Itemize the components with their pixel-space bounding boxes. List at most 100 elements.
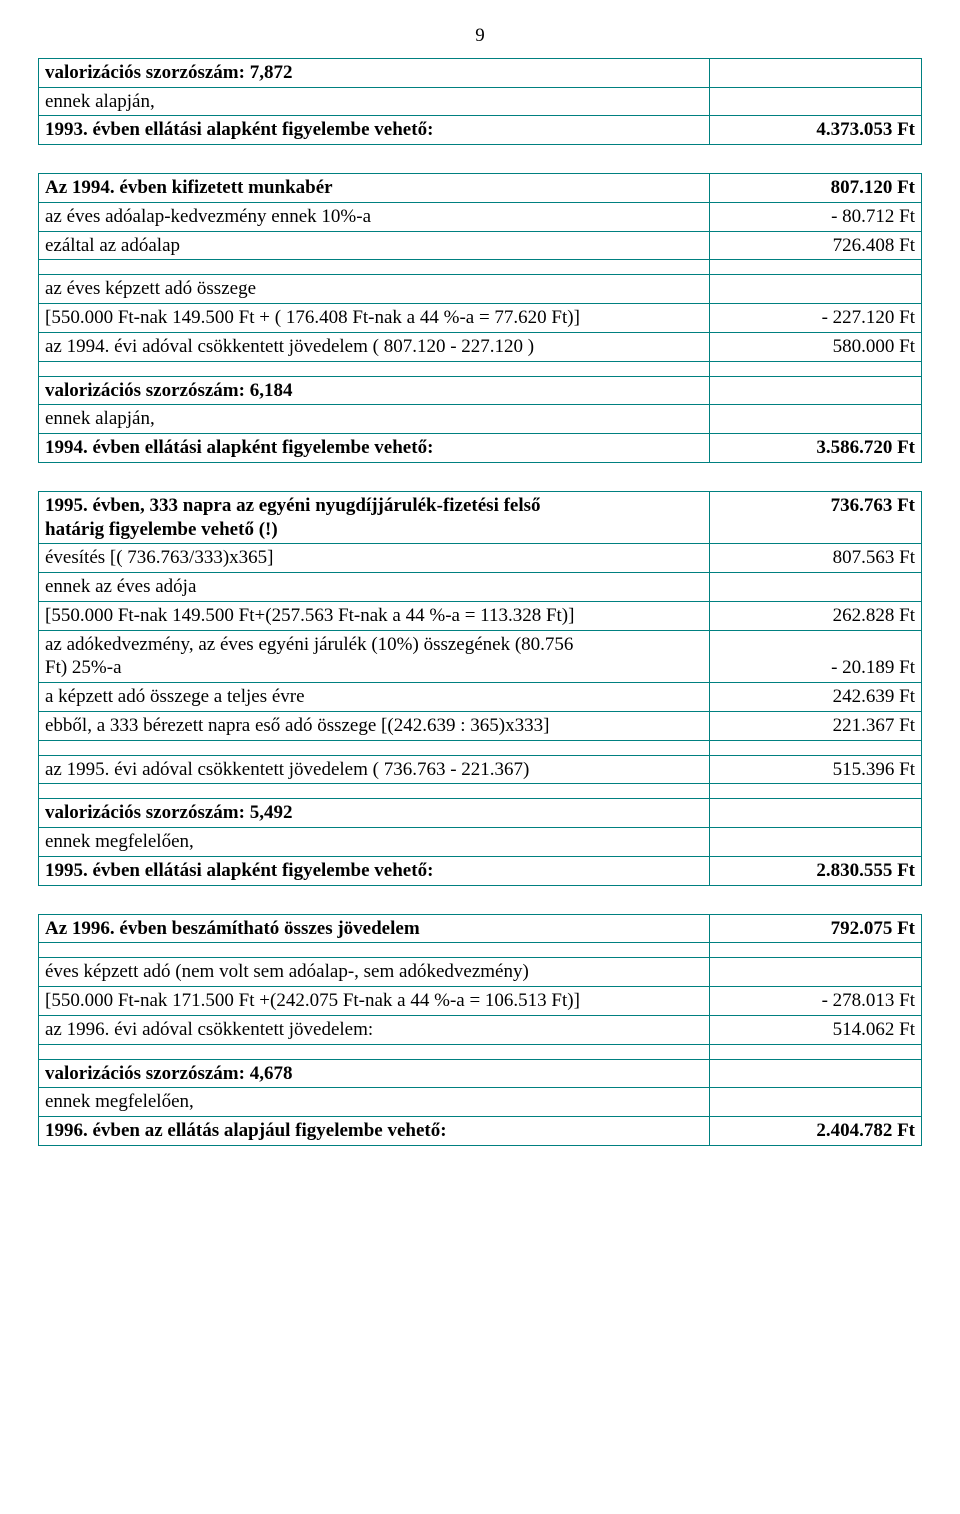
cell-label: az adókedvezmény, az éves egyéni járulék… (39, 630, 710, 683)
cell-label: valorizációs szorzószám: 5,492 (39, 799, 710, 828)
cell-label: valorizációs szorzószám: 7,872 (39, 58, 710, 87)
cell-value: 2.830.555 Ft (710, 856, 922, 885)
cell-label: ebből, a 333 bérezett napra eső adó össz… (39, 711, 710, 740)
page-number: 9 (38, 24, 922, 48)
cell-label: az 1996. évi adóval csökkentett jövedele… (39, 1015, 710, 1044)
cell-value (710, 87, 922, 116)
cell-label: Az 1994. évben kifizetett munkabér (39, 174, 710, 203)
cell-value (710, 58, 922, 87)
table-row: valorizációs szorzószám: 7,872 (39, 58, 922, 87)
table-row: az 1996. évi adóval csökkentett jövedele… (39, 1015, 922, 1044)
table-row: ebből, a 333 bérezett napra eső adó össz… (39, 711, 922, 740)
cell-value (710, 405, 922, 434)
cell-label: 1994. évben ellátási alapként figyelembe… (39, 434, 710, 463)
cell-label: 1995. évben, 333 napra az egyéni nyugdíj… (39, 491, 710, 544)
table-row: évesítés [( 736.763/333)x365] 807.563 Ft (39, 544, 922, 573)
table-row: valorizációs szorzószám: 4,678 (39, 1059, 922, 1088)
table-row: ennek alapján, (39, 405, 922, 434)
table-row: éves képzett adó (nem volt sem adóalap-,… (39, 958, 922, 987)
table-row: 1993. évben ellátási alapként figyelembe… (39, 116, 922, 145)
table-row: az 1995. évi adóval csökkentett jövedele… (39, 755, 922, 784)
cell-value: 4.373.053 Ft (710, 116, 922, 145)
cell-label: a képzett adó összege a teljes évre (39, 683, 710, 712)
table-1995: 1995. évben, 333 napra az egyéni nyugdíj… (38, 491, 922, 886)
cell-value (710, 1059, 922, 1088)
cell-value (710, 1088, 922, 1117)
cell-label: ennek alapján, (39, 405, 710, 434)
cell-value (710, 376, 922, 405)
cell-label: az 1994. évi adóval csökkentett jövedele… (39, 332, 710, 361)
cell-value: 807.563 Ft (710, 544, 922, 573)
cell-value: - 278.013 Ft (710, 987, 922, 1016)
table-row (39, 784, 922, 799)
table-row: az éves adóalap-kedvezmény ennek 10%-a -… (39, 202, 922, 231)
cell-label: Az 1996. évben beszámítható összes jöved… (39, 914, 710, 943)
cell-value (710, 573, 922, 602)
cell-value (710, 958, 922, 987)
table-row: az 1994. évi adóval csökkentett jövedele… (39, 332, 922, 361)
table-row: ennek az éves adója (39, 573, 922, 602)
cell-value: 726.408 Ft (710, 231, 922, 260)
table-row (39, 361, 922, 376)
cell-label: az 1995. évi adóval csökkentett jövedele… (39, 755, 710, 784)
cell-label: ezáltal az adóalap (39, 231, 710, 260)
table-row: [550.000 Ft-nak 149.500 Ft + ( 176.408 F… (39, 304, 922, 333)
table-row (39, 943, 922, 958)
cell-value: 262.828 Ft (710, 601, 922, 630)
cell-label: [550.000 Ft-nak 149.500 Ft+(257.563 Ft-n… (39, 601, 710, 630)
cell-value: 3.586.720 Ft (710, 434, 922, 463)
text-line: határig figyelembe vehető (!) (45, 519, 278, 540)
table-row: Az 1996. évben beszámítható összes jöved… (39, 914, 922, 943)
table-1993: valorizációs szorzószám: 7,872 ennek ala… (38, 58, 922, 145)
table-row: 1995. évben ellátási alapként figyelembe… (39, 856, 922, 885)
text-line: Ft) 25%-a (45, 657, 122, 678)
text-line: az adókedvezmény, az éves egyéni járulék… (45, 634, 573, 655)
table-row: a képzett adó összege a teljes évre 242.… (39, 683, 922, 712)
cell-label: 1993. évben ellátási alapként figyelembe… (39, 116, 710, 145)
cell-value: - 80.712 Ft (710, 202, 922, 231)
cell-label: ennek megfelelően, (39, 828, 710, 857)
cell-value: 221.367 Ft (710, 711, 922, 740)
table-row: Az 1994. évben kifizetett munkabér 807.1… (39, 174, 922, 203)
cell-label: valorizációs szorzószám: 4,678 (39, 1059, 710, 1088)
table-row (39, 740, 922, 755)
table-row: ennek megfelelően, (39, 1088, 922, 1117)
table-row: 1996. évben az ellátás alapjául figyelem… (39, 1117, 922, 1146)
text-line: 1995. évben, 333 napra az egyéni nyugdíj… (45, 495, 541, 516)
table-row (39, 1044, 922, 1059)
cell-value: 580.000 Ft (710, 332, 922, 361)
cell-label: az éves adóalap-kedvezmény ennek 10%-a (39, 202, 710, 231)
table-row: az adókedvezmény, az éves egyéni járulék… (39, 630, 922, 683)
cell-label: 1996. évben az ellátás alapjául figyelem… (39, 1117, 710, 1146)
cell-label: 1995. évben ellátási alapként figyelembe… (39, 856, 710, 885)
cell-value (710, 828, 922, 857)
cell-label: ennek az éves adója (39, 573, 710, 602)
cell-value: 514.062 Ft (710, 1015, 922, 1044)
cell-label: évesítés [( 736.763/333)x365] (39, 544, 710, 573)
cell-label: éves képzett adó (nem volt sem adóalap-,… (39, 958, 710, 987)
cell-label: ennek alapján, (39, 87, 710, 116)
cell-value: - 20.189 Ft (710, 630, 922, 683)
table-row: ezáltal az adóalap 726.408 Ft (39, 231, 922, 260)
table-row: [550.000 Ft-nak 171.500 Ft +(242.075 Ft-… (39, 987, 922, 1016)
cell-value: 242.639 Ft (710, 683, 922, 712)
cell-label: valorizációs szorzószám: 6,184 (39, 376, 710, 405)
table-row (39, 260, 922, 275)
table-row: valorizációs szorzószám: 6,184 (39, 376, 922, 405)
table-1996: Az 1996. évben beszámítható összes jöved… (38, 914, 922, 1146)
cell-value: 792.075 Ft (710, 914, 922, 943)
cell-value: 807.120 Ft (710, 174, 922, 203)
table-row: 1995. évben, 333 napra az egyéni nyugdíj… (39, 491, 922, 544)
table-row: ennek megfelelően, (39, 828, 922, 857)
cell-value: 515.396 Ft (710, 755, 922, 784)
cell-value (710, 275, 922, 304)
cell-value: - 227.120 Ft (710, 304, 922, 333)
cell-value: 2.404.782 Ft (710, 1117, 922, 1146)
cell-label: az éves képzett adó összege (39, 275, 710, 304)
cell-label: ennek megfelelően, (39, 1088, 710, 1117)
table-row: 1994. évben ellátási alapként figyelembe… (39, 434, 922, 463)
table-row: valorizációs szorzószám: 5,492 (39, 799, 922, 828)
cell-value: 736.763 Ft (710, 491, 922, 544)
cell-label: [550.000 Ft-nak 149.500 Ft + ( 176.408 F… (39, 304, 710, 333)
table-row: [550.000 Ft-nak 149.500 Ft+(257.563 Ft-n… (39, 601, 922, 630)
